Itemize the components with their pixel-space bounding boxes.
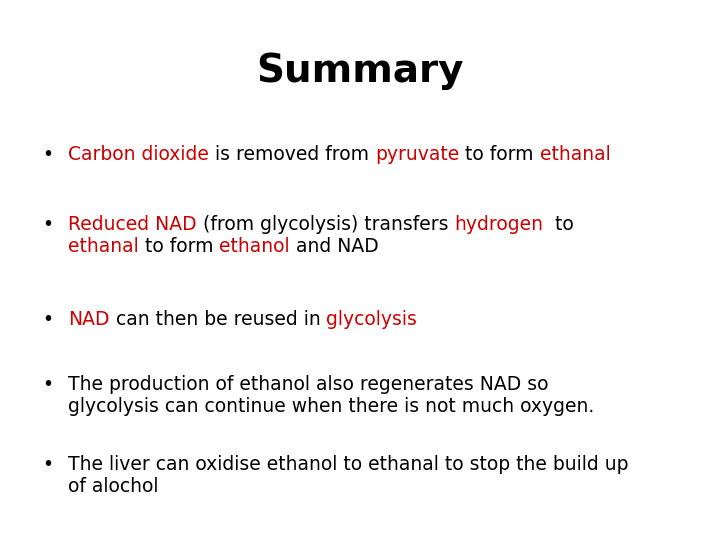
Text: ethanol: ethanol bbox=[220, 237, 290, 256]
Text: •: • bbox=[42, 310, 53, 329]
Text: •: • bbox=[42, 375, 53, 394]
Text: NAD: NAD bbox=[68, 310, 109, 329]
Text: ethanal: ethanal bbox=[68, 237, 139, 256]
Text: glycolysis: glycolysis bbox=[326, 310, 417, 329]
Text: to: to bbox=[543, 215, 574, 234]
Text: and NAD: and NAD bbox=[290, 237, 379, 256]
Text: ethanal: ethanal bbox=[539, 145, 611, 164]
Text: pyruvate: pyruvate bbox=[375, 145, 459, 164]
Text: The liver can oxidise ethanol to ethanal to stop the build up: The liver can oxidise ethanol to ethanal… bbox=[68, 455, 629, 474]
Text: Reduced NAD: Reduced NAD bbox=[68, 215, 197, 234]
Text: can then be reused in: can then be reused in bbox=[109, 310, 326, 329]
Text: is removed from: is removed from bbox=[209, 145, 375, 164]
Text: to form: to form bbox=[459, 145, 539, 164]
Text: (from glycolysis) transfers: (from glycolysis) transfers bbox=[197, 215, 454, 234]
Text: Carbon dioxide: Carbon dioxide bbox=[68, 145, 209, 164]
Text: Summary: Summary bbox=[256, 52, 464, 90]
Text: hydrogen: hydrogen bbox=[454, 215, 543, 234]
Text: •: • bbox=[42, 455, 53, 474]
Text: •: • bbox=[42, 215, 53, 234]
Text: of alochol: of alochol bbox=[68, 477, 158, 496]
Text: glycolysis can continue when there is not much oxygen.: glycolysis can continue when there is no… bbox=[68, 397, 594, 416]
Text: •: • bbox=[42, 145, 53, 164]
Text: to form: to form bbox=[139, 237, 220, 256]
Text: The production of ethanol also regenerates NAD so: The production of ethanol also regenerat… bbox=[68, 375, 549, 394]
